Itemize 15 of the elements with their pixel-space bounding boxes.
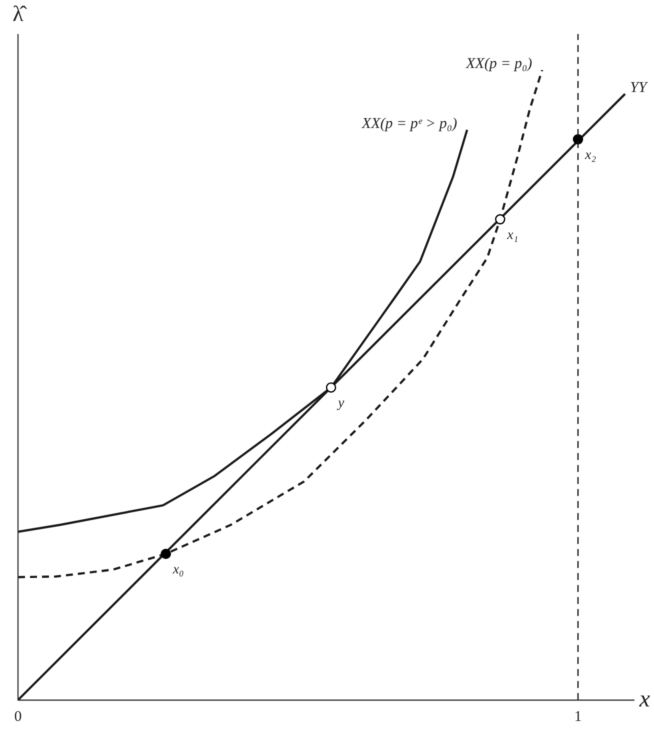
point [495, 214, 506, 224]
point [160, 548, 171, 559]
series-label: YY [630, 80, 648, 96]
annotation: y [336, 396, 346, 412]
series-label: XX(p = p₀) [465, 56, 532, 72]
series-label: XX(p = pᵉ > p₀) [360, 116, 458, 132]
y-axis-title: λ̂ [12, 0, 28, 26]
x-tick-label: 1 [574, 708, 582, 725]
x-axis-title: x [638, 686, 650, 712]
annotation: x₂ [584, 148, 596, 163]
annotation: x₀ [172, 562, 184, 578]
point [572, 134, 584, 144]
point [326, 382, 336, 393]
x-tick-label: 0 [14, 708, 22, 725]
annotation: x₁ [506, 228, 518, 243]
